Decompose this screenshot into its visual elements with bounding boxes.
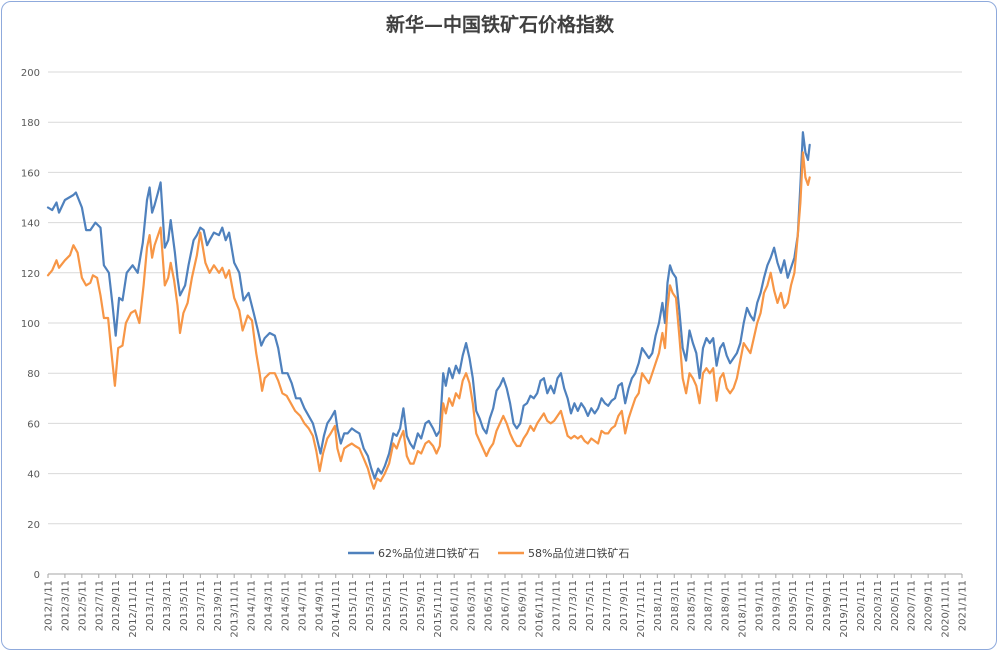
x-tick-label: 2021/1/11 — [958, 580, 969, 631]
y-axis-ticks: 0 20 40 60 80 100 120 140 160 180 200 — [21, 68, 40, 581]
x-tick-label: 2014/11/11 — [331, 580, 342, 638]
y-tick-label-20: 20 — [27, 520, 40, 531]
x-tick-label: 2018/11/11 — [737, 580, 748, 638]
x-tick-label: 2020/11/11 — [941, 580, 952, 638]
series-line-1 — [46, 131, 811, 480]
x-tick-label: 2012/5/11 — [77, 580, 88, 631]
x-tick-label: 2015/11/11 — [433, 580, 444, 638]
y-tick-label-160: 160 — [21, 168, 40, 179]
x-tick-label: 2019/9/11 — [822, 580, 833, 631]
x-tick-label: 2019/3/11 — [771, 580, 782, 631]
x-tick-label: 2016/1/11 — [450, 580, 461, 631]
x-tick-label: 2013/1/11 — [145, 580, 156, 631]
y-tick-label-40: 40 — [27, 470, 40, 481]
x-tick-label: 2012/11/11 — [128, 580, 139, 638]
x-tick-label: 2016/5/11 — [484, 580, 495, 631]
x-tick-label: 2020/7/11 — [907, 580, 918, 631]
x-tick-label: 2013/9/11 — [213, 580, 224, 631]
x-tick-label: 2018/3/11 — [670, 580, 681, 631]
x-tick-label: 2016/3/11 — [467, 580, 478, 631]
x-tick-label: 2018/9/11 — [721, 580, 732, 631]
x-tick-label: 2015/5/11 — [382, 580, 393, 631]
x-tick-label: 2012/3/11 — [60, 580, 71, 631]
x-tick-label: 2016/7/11 — [501, 580, 512, 631]
x-tick-label: 2013/7/11 — [196, 580, 207, 631]
x-tick-label: 2012/7/11 — [94, 580, 105, 631]
x-tick-label: 2015/3/11 — [365, 580, 376, 631]
x-tick-label: 2014/1/11 — [247, 580, 258, 631]
legend: 62%品位进口铁矿石 58%品位进口铁矿石 — [348, 546, 629, 560]
x-tick-label: 2012/9/11 — [111, 580, 122, 631]
x-tick-label: 2014/7/11 — [297, 580, 308, 631]
x-tick-label: 2013/3/11 — [162, 580, 173, 631]
x-tick-label: 2015/7/11 — [399, 580, 410, 631]
legend-label-2: 58%品位进口铁矿石 — [528, 546, 629, 560]
x-tick-label: 2019/5/11 — [788, 580, 799, 631]
y-tick-label-60: 60 — [27, 419, 40, 430]
x-tick-label: 2012/1/11 — [44, 580, 55, 631]
x-tick-label: 2019/1/11 — [754, 580, 765, 631]
x-tick-label: 2019/11/11 — [839, 580, 850, 638]
y-tick-label-120: 120 — [21, 269, 40, 280]
x-tick-label: 2015/9/11 — [416, 580, 427, 631]
x-tick-label: 2020/3/11 — [873, 580, 884, 631]
series-lines — [46, 131, 811, 490]
y-tick-label-100: 100 — [21, 319, 40, 330]
x-tick-label: 2020/9/11 — [924, 580, 935, 631]
x-tick-label: 2016/11/11 — [534, 580, 545, 638]
x-tick-label: 2017/1/11 — [551, 580, 562, 631]
x-tick-label: 2017/5/11 — [585, 580, 596, 631]
x-tick-label: 2018/7/11 — [704, 580, 715, 631]
x-tick-label: 2020/1/11 — [856, 580, 867, 631]
x-tick-label: 2017/3/11 — [568, 580, 579, 631]
y-tick-label-140: 140 — [21, 219, 40, 230]
y-tick-label-80: 80 — [27, 369, 40, 380]
grid-lines — [48, 71, 962, 525]
x-tick-label: 2020/5/11 — [890, 580, 901, 631]
x-tick-label: 2014/9/11 — [314, 580, 325, 631]
legend-label-1: 62%品位进口铁矿石 — [378, 546, 479, 560]
x-axis-ticks: 2012/1/11 2012/3/11 2012/5/11 2012/7/11 2012… — [44, 574, 969, 638]
y-tick-label-180: 180 — [21, 118, 40, 129]
x-tick-label: 2018/5/11 — [687, 580, 698, 631]
y-tick-label-0: 0 — [34, 570, 40, 581]
x-tick-label: 2017/9/11 — [619, 580, 630, 631]
x-tick-label: 2018/1/11 — [653, 580, 664, 631]
x-tick-label: 2019/7/11 — [805, 580, 816, 631]
x-tick-label: 2016/9/11 — [517, 580, 528, 631]
y-tick-label-200: 200 — [21, 68, 40, 79]
x-tick-label: 2017/7/11 — [602, 580, 613, 631]
x-tick-label: 2014/3/11 — [264, 580, 275, 631]
series-line-2 — [46, 151, 811, 490]
x-tick-label: 2013/5/11 — [179, 580, 190, 631]
x-tick-label: 2013/11/11 — [230, 580, 241, 638]
x-tick-label: 2015/1/11 — [348, 580, 359, 631]
x-tick-label: 2017/11/11 — [636, 580, 647, 638]
x-tick-label: 2014/5/11 — [280, 580, 291, 631]
chart-title: 新华—中国铁矿石价格指数 — [385, 14, 614, 36]
